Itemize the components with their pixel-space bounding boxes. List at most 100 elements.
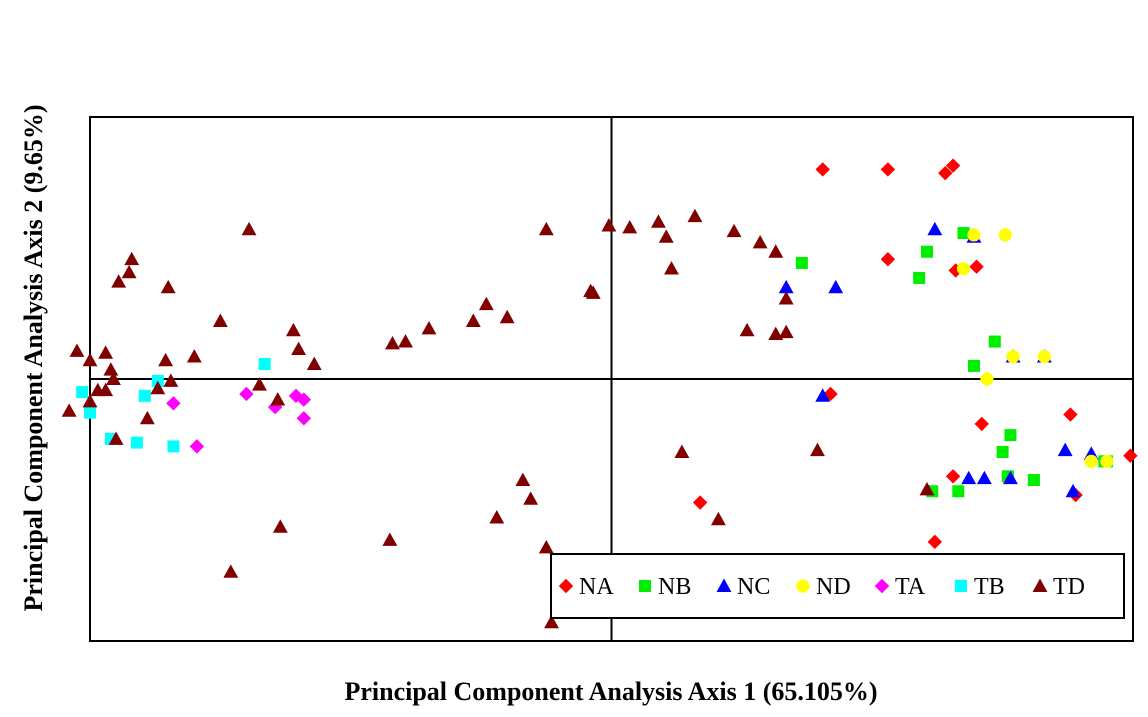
data-point-td <box>186 349 202 363</box>
data-point-td <box>90 382 106 397</box>
data-point-nb <box>1027 474 1040 487</box>
data-point-nb <box>1004 429 1017 442</box>
data-point-nc <box>1065 483 1081 498</box>
data-point-td <box>82 352 98 367</box>
data-point-td <box>421 321 437 335</box>
data-point-td <box>163 373 179 387</box>
data-point-td <box>223 564 239 578</box>
data-point-td <box>241 221 257 236</box>
legend-marker-ta <box>874 578 890 594</box>
data-point-td <box>121 264 137 279</box>
series-nb <box>795 227 1113 498</box>
data-point-td <box>664 261 679 275</box>
data-point-na <box>948 263 963 278</box>
data-point-nd <box>956 261 971 276</box>
data-point-nc <box>778 279 794 294</box>
data-point-tb <box>138 389 151 402</box>
data-point-nc <box>976 470 992 485</box>
data-point-ta <box>239 386 254 402</box>
data-point-td <box>768 244 784 258</box>
data-point-nc <box>828 279 844 294</box>
legend-label-td: TD <box>1053 574 1085 600</box>
data-point-td <box>752 234 768 249</box>
legend-label-tb: TB <box>974 574 1005 600</box>
data-point-na <box>974 416 989 432</box>
data-point-nd <box>1006 349 1020 364</box>
data-point-na <box>880 252 896 267</box>
data-point-na <box>815 162 830 177</box>
data-point-na <box>1123 448 1138 463</box>
legend-marker-tb <box>955 580 967 592</box>
legend: NA NB NC ND TA TB TD <box>550 553 1125 619</box>
data-point-nd <box>998 228 1012 242</box>
data-point-td <box>538 221 554 236</box>
series-nd <box>956 228 1114 468</box>
data-point-td <box>98 345 114 359</box>
legend-label-nc: NC <box>737 574 770 600</box>
legend-label-nd: ND <box>816 574 851 600</box>
data-point-td <box>768 326 784 341</box>
data-point-td <box>778 291 794 305</box>
data-point-nd <box>1037 349 1051 364</box>
data-point-td <box>398 334 413 348</box>
legend-marker-td <box>1032 578 1048 592</box>
data-point-nd <box>1100 454 1114 468</box>
data-points <box>61 158 1138 629</box>
data-point-td <box>726 223 742 238</box>
data-point-tb <box>76 386 89 399</box>
legend-label-ta: TA <box>895 574 926 600</box>
data-point-td <box>139 410 155 425</box>
legend-marker-na <box>558 578 574 594</box>
data-point-nb <box>967 359 980 372</box>
data-point-nc <box>961 470 977 485</box>
data-point-tb <box>258 358 271 371</box>
x-axis-title: Principal Component Analysis Axis 1 (65.… <box>344 677 877 706</box>
data-point-na <box>927 534 943 550</box>
data-point-td <box>306 356 322 370</box>
data-point-td <box>499 309 515 324</box>
data-point-td <box>69 343 85 357</box>
data-point-td <box>212 313 228 327</box>
data-point-td <box>778 324 794 339</box>
data-point-td <box>124 251 140 266</box>
data-point-td <box>158 352 174 367</box>
data-point-na <box>823 386 838 402</box>
data-point-ta <box>296 392 312 407</box>
data-point-na <box>1063 407 1078 422</box>
legend-label-na: NA <box>579 574 614 600</box>
data-point-td <box>160 279 176 294</box>
data-point-na <box>938 165 953 181</box>
data-point-ta <box>166 396 181 411</box>
data-point-na <box>969 259 984 274</box>
data-point-td <box>106 371 121 385</box>
data-point-nb <box>952 485 965 498</box>
data-point-nb <box>996 445 1009 458</box>
data-point-tb <box>167 440 180 453</box>
data-point-td <box>810 442 825 457</box>
data-point-td <box>108 431 124 445</box>
data-point-na <box>945 469 961 484</box>
data-point-td <box>658 229 674 243</box>
data-point-td <box>82 394 98 408</box>
data-point-td <box>538 539 554 554</box>
data-point-tb <box>130 436 143 449</box>
data-point-ta <box>189 439 205 454</box>
data-point-td <box>650 214 666 228</box>
data-point-td <box>515 472 531 487</box>
data-point-td <box>523 491 539 505</box>
legend-marker-nc <box>716 578 732 592</box>
data-point-tb <box>84 406 96 419</box>
data-point-td <box>150 380 166 395</box>
legend-label-nb: NB <box>658 574 691 600</box>
data-point-td <box>478 296 494 311</box>
data-point-td <box>674 444 690 458</box>
data-point-td <box>291 341 307 356</box>
data-point-td <box>385 336 400 350</box>
data-point-nb <box>795 256 808 269</box>
data-point-td <box>270 392 286 406</box>
y-axis-title: Principal Component Analysis Axis 2 (9.6… <box>19 104 48 611</box>
data-point-ta <box>296 411 312 426</box>
data-point-td <box>252 377 267 391</box>
data-point-nc <box>1003 470 1018 485</box>
data-point-td <box>103 362 119 376</box>
